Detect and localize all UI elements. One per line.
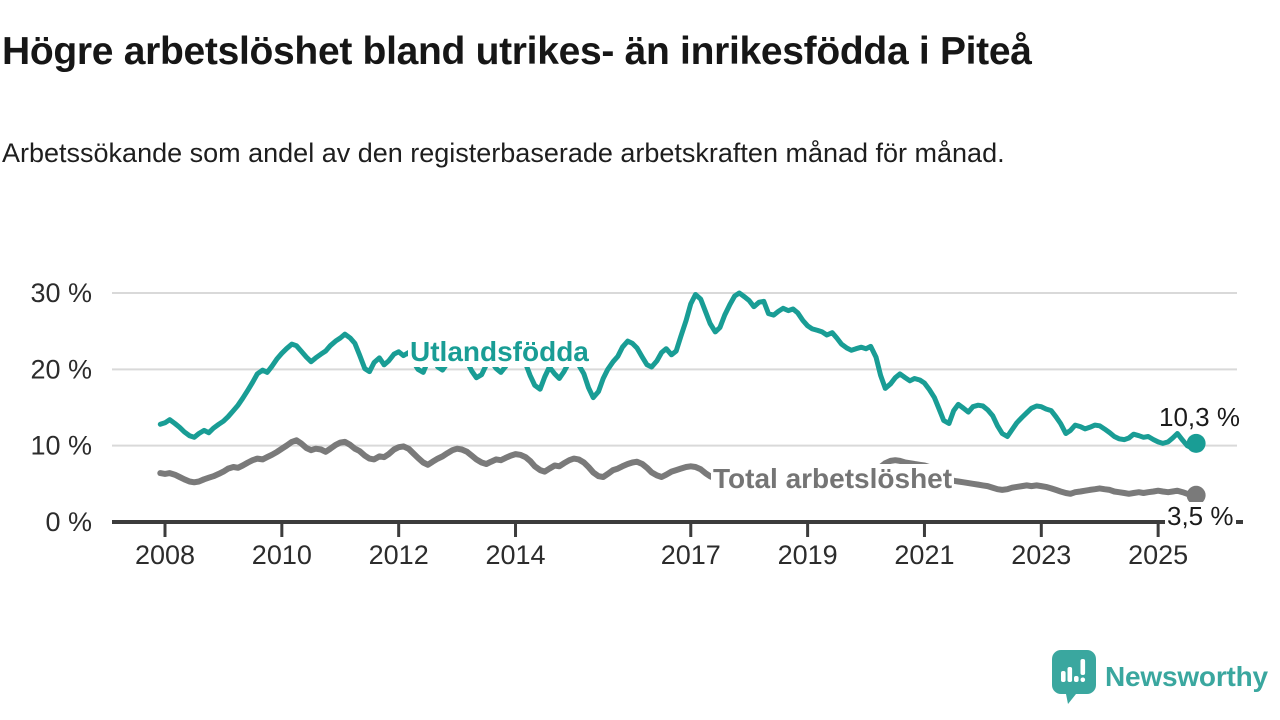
speech-bubble-shape	[1052, 650, 1096, 704]
x-tick-label: 2012	[369, 540, 429, 570]
series-label-total-arbetsloshet: Total arbetslöshet	[711, 463, 955, 494]
bar-chart-glyph	[1061, 659, 1086, 682]
y-tick-label: 30 %	[30, 278, 92, 308]
series-end-dot	[1186, 433, 1206, 453]
x-tick-label: 2010	[252, 540, 312, 570]
x-tick-label: 2019	[778, 540, 838, 570]
x-tick-label: 2025	[1128, 540, 1188, 570]
end-value-label-utlandsfodda: 10,3 %	[1157, 402, 1242, 432]
newsworthy-logo-icon	[1052, 650, 1096, 704]
series-end-dot	[1186, 485, 1206, 505]
x-tick-label: 2023	[1011, 540, 1071, 570]
series-line-total-arbetsl-shet	[157, 437, 1200, 499]
end-value-label-total: 3,5 %	[1165, 501, 1236, 531]
x-tick-label: 2021	[894, 540, 954, 570]
gridlines	[112, 292, 1237, 447]
chart-subtitle: Arbetssökande som andel av den registerb…	[2, 138, 1005, 168]
newsworthy-logo-text: Newsworthy	[1105, 661, 1268, 692]
y-tick-label: 10 %	[30, 431, 92, 461]
page-title: Högre arbetslöshet bland utrikes- än inr…	[2, 30, 1032, 73]
series-lines	[157, 290, 1206, 505]
newsworthy-logo: Newsworthy	[1052, 650, 1268, 704]
y-tick-label: 0 %	[45, 507, 92, 537]
y-tick-label: 20 %	[30, 354, 92, 384]
exclamation-dot	[1080, 677, 1086, 682]
x-tick-label: 2014	[485, 540, 545, 570]
series-label-utlandsfodda: Utlandsfödda	[408, 336, 591, 367]
x-axis: 30 % 20 % 10 % 0 % 2008 2010 2012 2014 2017 2019 2…	[30, 278, 1243, 570]
x-tick-label: 2008	[135, 540, 195, 570]
x-tick-label: 2017	[661, 540, 721, 570]
series-line-utlandsf-dda	[157, 290, 1199, 451]
exclamation-bar	[1080, 659, 1086, 675]
